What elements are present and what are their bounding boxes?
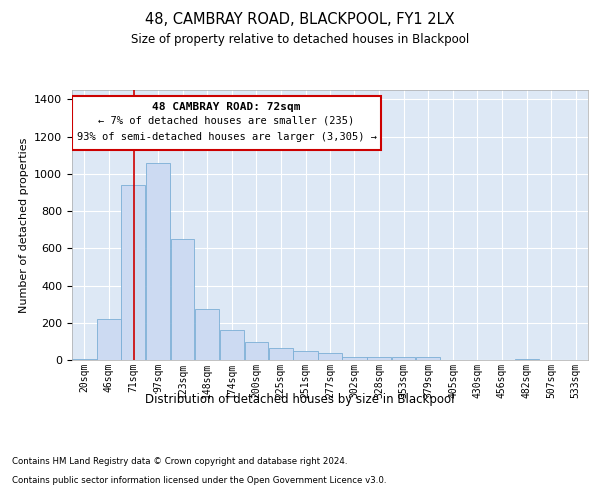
Text: Contains public sector information licensed under the Open Government Licence v3: Contains public sector information licen… [12,476,386,485]
Bar [392,357,415,360]
Bar [195,309,219,360]
Bar [416,357,440,360]
Bar [269,348,293,360]
Bar [72,96,381,150]
Text: 48 CAMBRAY ROAD: 72sqm: 48 CAMBRAY ROAD: 72sqm [152,102,301,112]
Bar [146,162,170,360]
Text: ← 7% of detached houses are smaller (235): ← 7% of detached houses are smaller (235… [98,116,355,126]
Bar [245,342,268,360]
Y-axis label: Number of detached properties: Number of detached properties [19,138,29,312]
Bar [97,319,121,360]
Bar [171,239,194,360]
Bar [515,359,539,360]
Bar [72,359,97,360]
Text: 93% of semi-detached houses are larger (3,305) →: 93% of semi-detached houses are larger (… [77,132,377,141]
Bar [121,185,145,360]
Bar [318,354,342,360]
Bar [342,357,367,360]
Text: Distribution of detached houses by size in Blackpool: Distribution of detached houses by size … [145,392,455,406]
Bar [293,350,318,360]
Bar [367,357,391,360]
Text: Contains HM Land Registry data © Crown copyright and database right 2024.: Contains HM Land Registry data © Crown c… [12,458,347,466]
Text: Size of property relative to detached houses in Blackpool: Size of property relative to detached ho… [131,32,469,46]
Bar [220,330,244,360]
Text: 48, CAMBRAY ROAD, BLACKPOOL, FY1 2LX: 48, CAMBRAY ROAD, BLACKPOOL, FY1 2LX [145,12,455,28]
